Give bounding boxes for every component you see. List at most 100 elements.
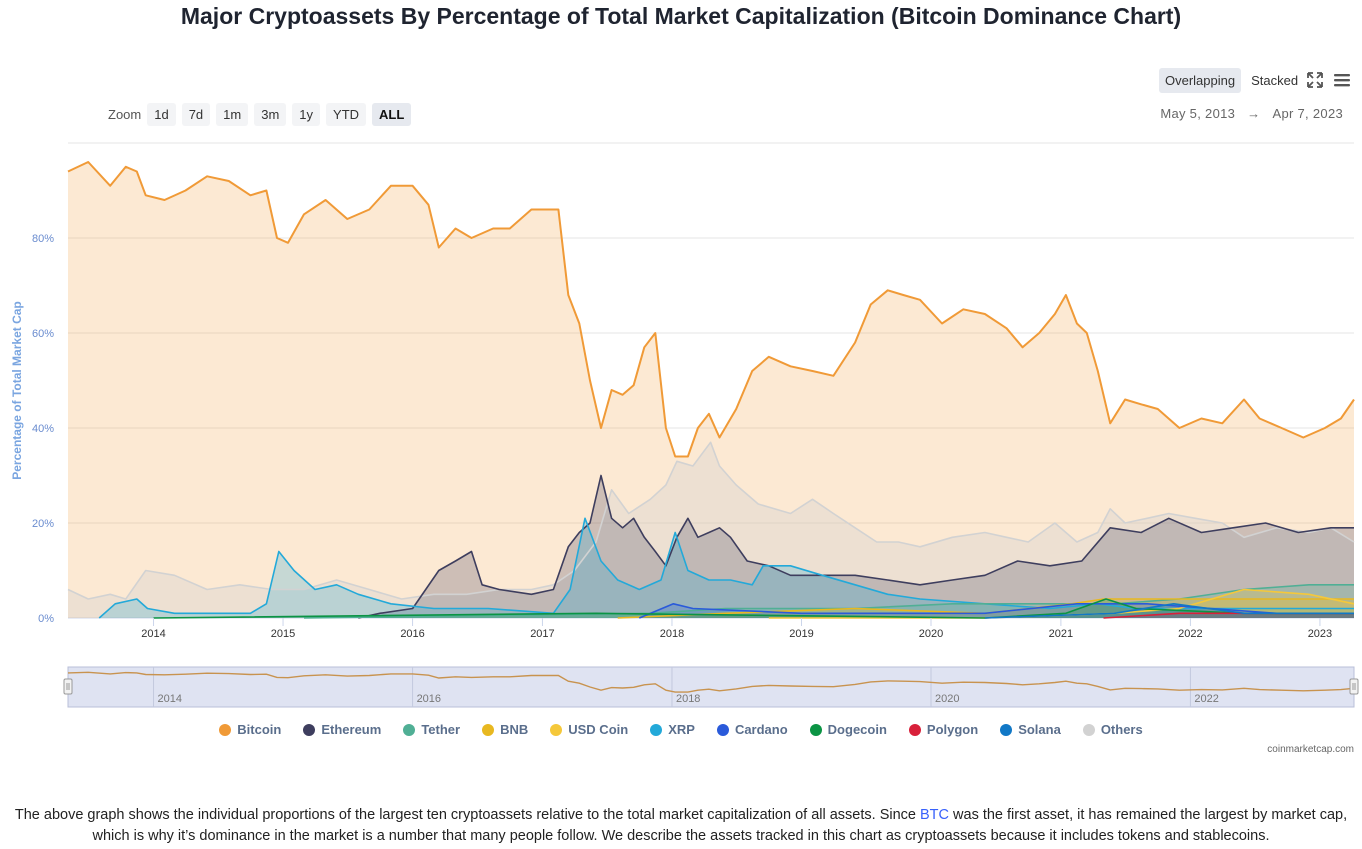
x-tick-label: 2022: [1178, 628, 1202, 640]
navigator-right-handle[interactable]: [1349, 678, 1359, 695]
legend-label: Polygon: [926, 722, 979, 737]
legend-item-bnb[interactable]: BNB: [482, 722, 528, 737]
range-separator: →: [1247, 106, 1261, 121]
navigator-left-handle[interactable]: [63, 678, 73, 695]
chart-area: 0% 20% 40% 60% 80% Percentage of Total Market…: [10, 142, 1359, 708]
legend-item-dogecoin[interactable]: Dogecoin: [809, 722, 887, 737]
page-title: Major Cryptoassets By Percentage of Tota…: [180, 3, 1182, 29]
zoom-ytd-button[interactable]: YTD: [326, 103, 367, 126]
line-cardano: [638, 603, 1354, 619]
legend-item-ethereum[interactable]: Ethereum: [303, 722, 381, 737]
x-tick-label: 2020: [919, 628, 943, 640]
legend-item-usd-coin[interactable]: USD Coin: [550, 722, 628, 737]
legend-label: USD Coin: [568, 722, 629, 737]
x-tick-label: 2014: [141, 628, 165, 640]
legend-item-xrp[interactable]: XRP: [650, 722, 695, 737]
area-bitcoin: [68, 162, 1354, 618]
navigator-tick-label: 2022: [1194, 693, 1218, 705]
btc-link[interactable]: BTC: [920, 807, 949, 823]
zoom-1d-button[interactable]: 1d: [147, 103, 176, 126]
legend-dot: [550, 723, 563, 736]
navigator-selection[interactable]: [67, 666, 1355, 708]
legend-label: Cardano: [734, 722, 788, 737]
x-tick-label: 2015: [271, 628, 295, 640]
navigator-tick-label: 2014: [158, 693, 182, 705]
y-tick-label: 0%: [38, 613, 54, 625]
zoom-1y-button[interactable]: 1y: [292, 103, 321, 126]
legend-dot: [908, 723, 921, 736]
legend-label: Bitcoin: [237, 722, 282, 737]
area-xrp: [99, 518, 1355, 618]
legend-dot: [403, 723, 416, 736]
area-usd-coin: [768, 589, 1354, 618]
legend-label: XRP: [668, 722, 695, 737]
area-ethereum: [358, 475, 1354, 618]
line-ethereum: [358, 474, 1354, 619]
x-tick-label: 2018: [660, 628, 684, 640]
view-toggle: Overlapping Stacked: [1159, 68, 1304, 93]
legend-label: Tether: [421, 722, 461, 737]
x-tick-label: 2017: [530, 628, 554, 640]
navigator-line: [67, 671, 1355, 693]
description-text: The above graph shows the individual pro…: [0, 805, 1362, 847]
handle-body[interactable]: [63, 678, 73, 695]
stacked-button[interactable]: Stacked: [1251, 73, 1299, 88]
legend-dot: [219, 723, 232, 736]
legend-item-solana[interactable]: Solana: [1000, 722, 1061, 737]
overlapping-button[interactable]: Overlapping: [1159, 68, 1242, 93]
area-tether: [304, 584, 1354, 618]
legend-dot: [1000, 723, 1013, 736]
description-after: was the first asset, it has remained the…: [92, 807, 1348, 844]
handle-body[interactable]: [1349, 678, 1359, 695]
zoom-all-button[interactable]: ALL: [372, 103, 412, 126]
fullscreen-icon[interactable]: [1306, 71, 1324, 89]
area-others: [68, 442, 1354, 618]
legend: Bitcoin Ethereum Tether BNB USD Coin XRP Carda…: [0, 722, 1362, 737]
range-start-input[interactable]: May 5, 2013: [1160, 106, 1236, 121]
line-solana: [984, 603, 1354, 619]
y-tick-label: 60%: [32, 328, 54, 340]
y-tick-label: 40%: [32, 423, 54, 435]
area-cardano: [639, 603, 1354, 618]
grid-lines: [68, 142, 1354, 619]
series-areas: [68, 162, 1355, 618]
x-tick-label: 2023: [1308, 628, 1332, 640]
credit-label: coinmarketcap.com: [1267, 744, 1354, 755]
line-xrp: [98, 517, 1354, 619]
area-solana: [984, 603, 1354, 618]
legend-item-polygon[interactable]: Polygon: [908, 722, 979, 737]
legend-dot: [650, 723, 663, 736]
legend-dot: [303, 723, 316, 736]
navigator-tick-label: 2020: [935, 693, 959, 705]
axes: 0% 20% 40% 60% 80% Percentage of Total Market…: [10, 233, 1332, 640]
series-lines: [67, 161, 1355, 619]
legend-label: Solana: [1018, 722, 1061, 737]
zoom-bar: Zoom 1d 7d 1m 3m 1y YTD ALL: [108, 103, 412, 126]
legend-item-tether[interactable]: Tether: [403, 722, 460, 737]
description-before: The above graph shows the individual pro…: [14, 807, 920, 823]
legend-item-cardano[interactable]: Cardano: [716, 722, 788, 737]
menu-icon[interactable]: [1333, 71, 1351, 89]
navigator-tick-label: 2018: [676, 693, 700, 705]
zoom-7d-button[interactable]: 7d: [181, 103, 211, 126]
legend-dot: [1082, 723, 1095, 736]
navigator[interactable]: 2014 2016 2018 2020 2022: [63, 666, 1359, 708]
legend-dot: [482, 723, 495, 736]
zoom-3m-button[interactable]: 3m: [254, 103, 287, 126]
legend-label: Dogecoin: [827, 722, 887, 737]
date-range: May 5, 2013 → Apr 7, 2023: [1154, 106, 1349, 121]
zoom-label: Zoom: [108, 107, 142, 122]
legend-dot: [716, 723, 729, 736]
legend-item-bitcoin[interactable]: Bitcoin: [219, 722, 281, 737]
x-tick-label: 2021: [1049, 628, 1073, 640]
x-tick-label: 2019: [789, 628, 813, 640]
x-tick-label: 2016: [400, 628, 424, 640]
range-end-input[interactable]: Apr 7, 2023: [1272, 106, 1343, 121]
legend-dot: [809, 723, 822, 736]
y-tick-label: 80%: [32, 233, 54, 245]
legend-label: Ethereum: [321, 722, 382, 737]
zoom-1m-button[interactable]: 1m: [216, 103, 249, 126]
legend-item-others[interactable]: Others: [1082, 722, 1143, 737]
legend-label: Others: [1100, 722, 1143, 737]
line-others: [67, 441, 1355, 600]
